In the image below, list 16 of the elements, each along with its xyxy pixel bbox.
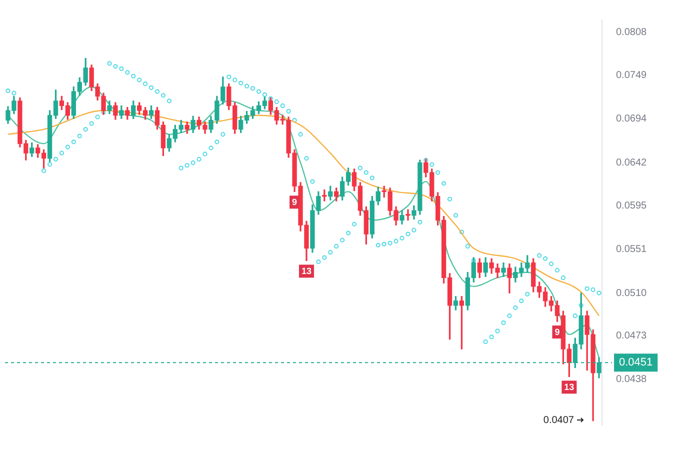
text: 13 [564,382,574,392]
annotation: 0.0407 [543,414,574,426]
text: 13 [301,266,312,276]
y-tick-label: 0.0473 [616,330,648,342]
y-tick-label: 0.0749 [616,70,648,82]
y-tick-label: 0.0595 [616,200,648,212]
y-tick-label: 0.0438 [616,374,648,385]
y-tick-label: 0.0551 [616,244,648,256]
y-tick-label: 0.0510 [616,288,648,299]
candlestick [406,209,410,221]
y-tick-label: 0.0694 [616,113,648,124]
text: 9 [554,327,560,338]
ref-line-label: 0.0451 [619,356,653,369]
y-tick-label: 0.0808 [616,27,648,38]
text: 9 [292,197,298,208]
y-tick-label: 0.0642 [616,157,648,168]
